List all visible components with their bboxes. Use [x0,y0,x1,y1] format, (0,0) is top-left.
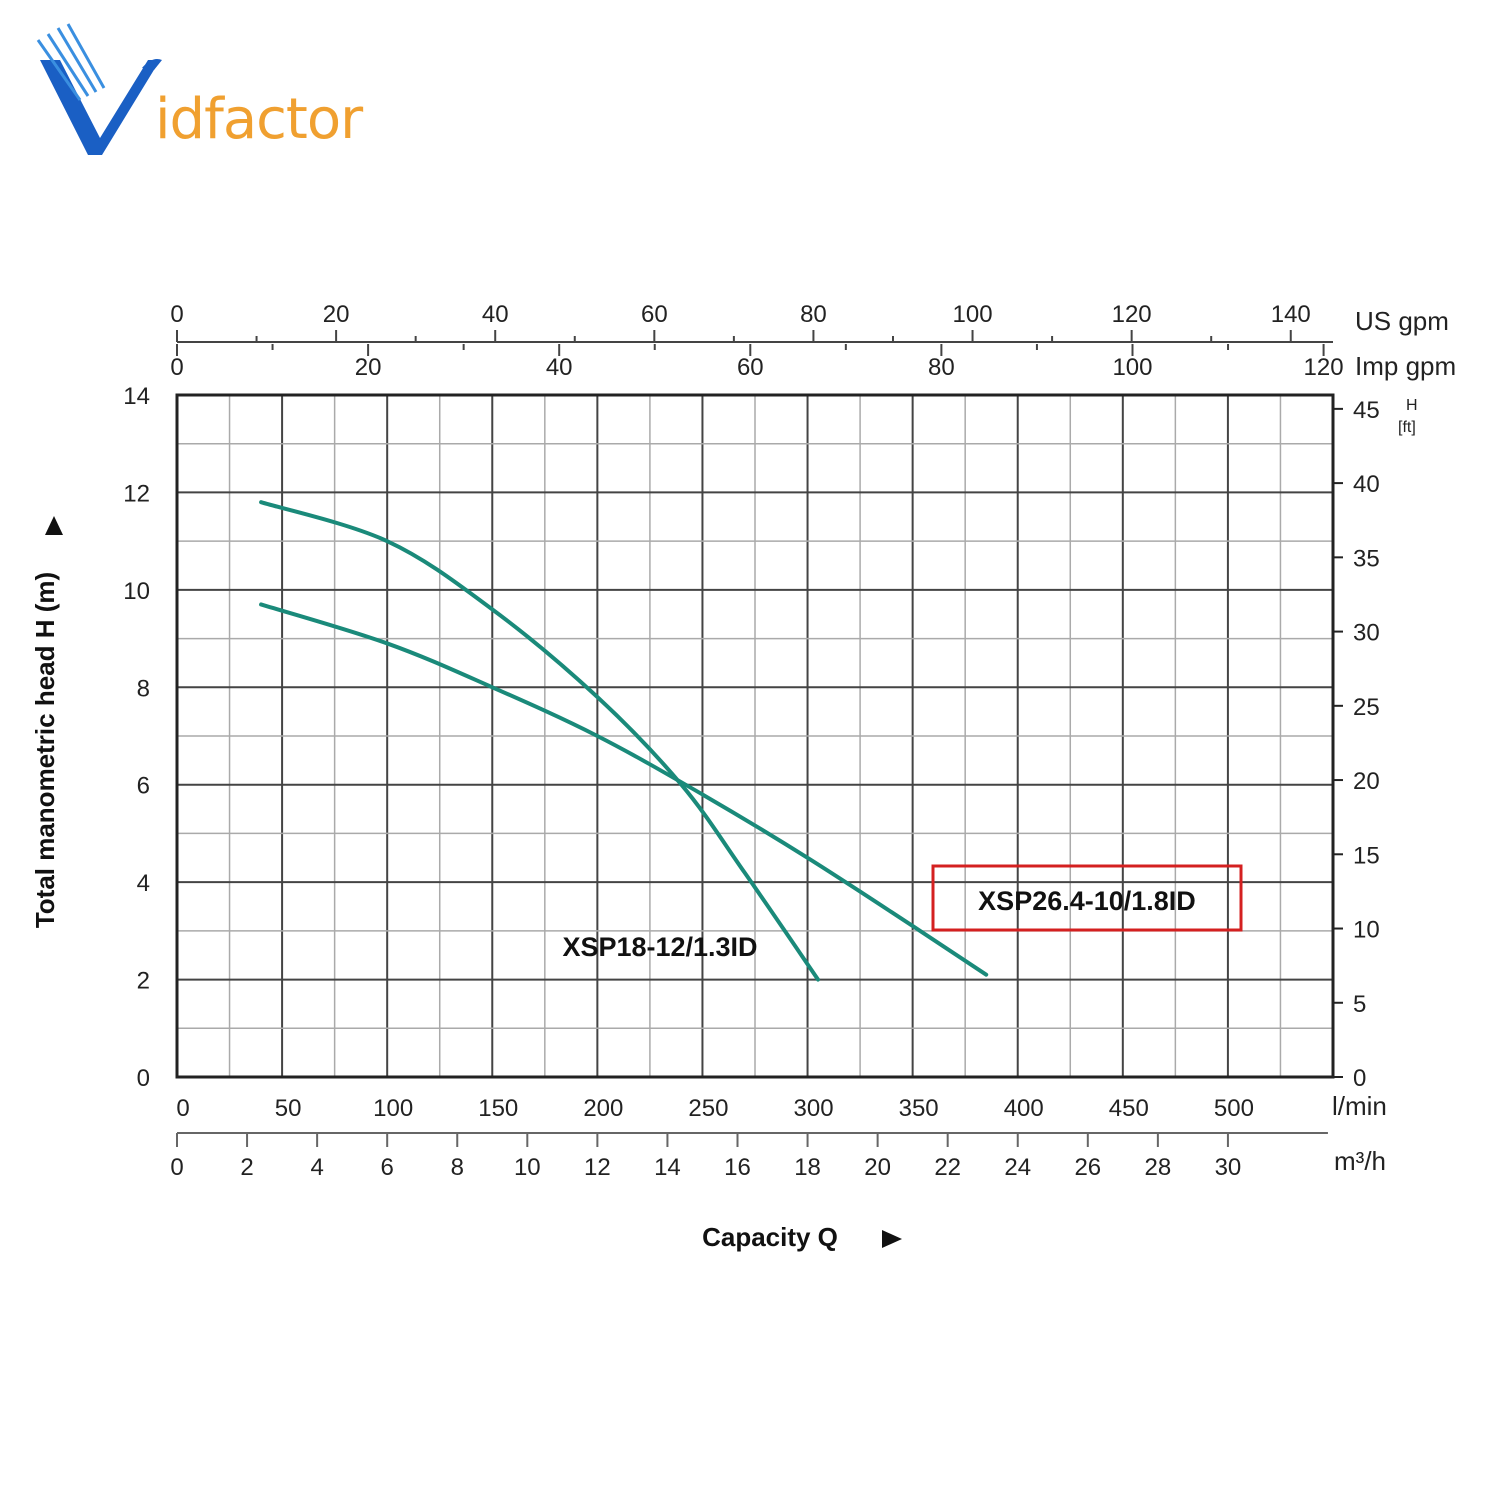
top-tick-us: 60 [641,301,668,328]
right-axis-unit-ft: [ft] [1398,419,1416,436]
y-tick-label: 0 [137,1065,150,1092]
series-label-1: XSP18-12/1.3ID [562,932,757,962]
axes [175,330,1343,1147]
top-unit-us: US gpm [1355,306,1449,336]
y-axis-arrow-icon [45,516,63,535]
x-tick-lmin: 100 [373,1095,413,1122]
x-tick-lmin: 200 [583,1095,623,1122]
series-labels: XSP18-12/1.3ID XSP26.4-10/1.8ID [562,864,1243,962]
x-tick-lmin: 0 [176,1095,189,1122]
x-tick-m3h: 20 [864,1154,891,1181]
x-tick-lmin: 250 [688,1095,728,1122]
top-tick-imp: 0 [170,354,183,381]
right-tick-label: 5 [1353,991,1366,1018]
x-axis-arrow-icon [882,1230,902,1248]
x-unit-lmin: l/min [1332,1091,1387,1121]
right-axis-unit-h: H [1406,397,1418,414]
x-tick-m3h: 18 [794,1154,821,1181]
right-tick-label: 15 [1353,842,1380,869]
series-label-2: XSP26.4-10/1.8ID [978,886,1196,916]
y-tick-label: 14 [123,383,150,410]
y-tick-label: 8 [137,675,150,702]
top-tick-us: 20 [323,301,350,328]
vidfactor-logo [36,23,162,155]
top-tick-us: 120 [1112,301,1152,328]
x-tick-lmin: 50 [275,1095,302,1122]
top-tick-us: 40 [482,301,509,328]
y-tick-label: 2 [137,968,150,995]
x-tick-m3h: 8 [451,1154,464,1181]
x-unit-m3h: m³/h [1334,1146,1386,1176]
top-tick-imp: 100 [1112,354,1152,381]
x-tick-lmin: 350 [899,1095,939,1122]
top-unit-imp: Imp gpm [1355,351,1456,381]
curves [259,500,989,982]
right-tick-label: 20 [1353,768,1380,795]
x-tick-m3h: 4 [310,1154,323,1181]
plot-frame [175,393,1335,1079]
x-tick-m3h: 2 [240,1154,253,1181]
x-tick-m3h: 0 [170,1154,183,1181]
top-tick-imp: 20 [355,354,382,381]
x-tick-m3h: 26 [1074,1154,1101,1181]
top-tick-us: 100 [953,301,993,328]
x-tick-lmin: 150 [478,1095,518,1122]
y-tick-label: 10 [123,578,150,605]
x-tick-lmin: 400 [1004,1095,1044,1122]
right-tick-label: 35 [1353,545,1380,572]
top-tick-imp: 80 [928,354,955,381]
x-tick-lmin: 450 [1109,1095,1149,1122]
x-tick-m3h: 6 [381,1154,394,1181]
x-axis-title: Capacity Q [702,1222,838,1252]
top-tick-us: 0 [170,301,183,328]
x-tick-m3h: 28 [1145,1154,1172,1181]
highlight-box [931,864,1243,932]
y-axis-title: Total manometric head H (m) [30,572,60,928]
top-tick-us: 80 [800,301,827,328]
x-tick-m3h: 12 [584,1154,611,1181]
series-curve-1 [259,500,821,982]
right-tick-label: 25 [1353,694,1380,721]
x-tick-m3h: 30 [1215,1154,1242,1181]
top-tick-imp: 120 [1304,354,1344,381]
x-tick-lmin: 300 [794,1095,834,1122]
top-tick-us: 140 [1271,301,1311,328]
logo-text: idfactor [155,87,363,152]
right-tick-label: 0 [1353,1065,1366,1092]
x-tick-m3h: 24 [1004,1154,1031,1181]
right-tick-label: 10 [1353,917,1380,944]
y-tick-label: 4 [137,870,150,897]
right-tick-label: 45 [1353,397,1380,424]
series-curve-2 [259,602,989,977]
top-tick-imp: 60 [737,354,764,381]
top-tick-imp: 40 [546,354,573,381]
grid [176,394,1334,1078]
x-tick-m3h: 16 [724,1154,751,1181]
bird-v-icon [36,23,162,155]
x-tick-lmin: 500 [1214,1095,1254,1122]
x-tick-m3h: 22 [934,1154,961,1181]
right-tick-label: 30 [1353,620,1380,647]
right-tick-label: 40 [1353,471,1380,498]
x-tick-m3h: 10 [514,1154,541,1181]
y-tick-label: 12 [123,480,150,507]
y-tick-label: 6 [137,773,150,800]
x-tick-m3h: 14 [654,1154,681,1181]
